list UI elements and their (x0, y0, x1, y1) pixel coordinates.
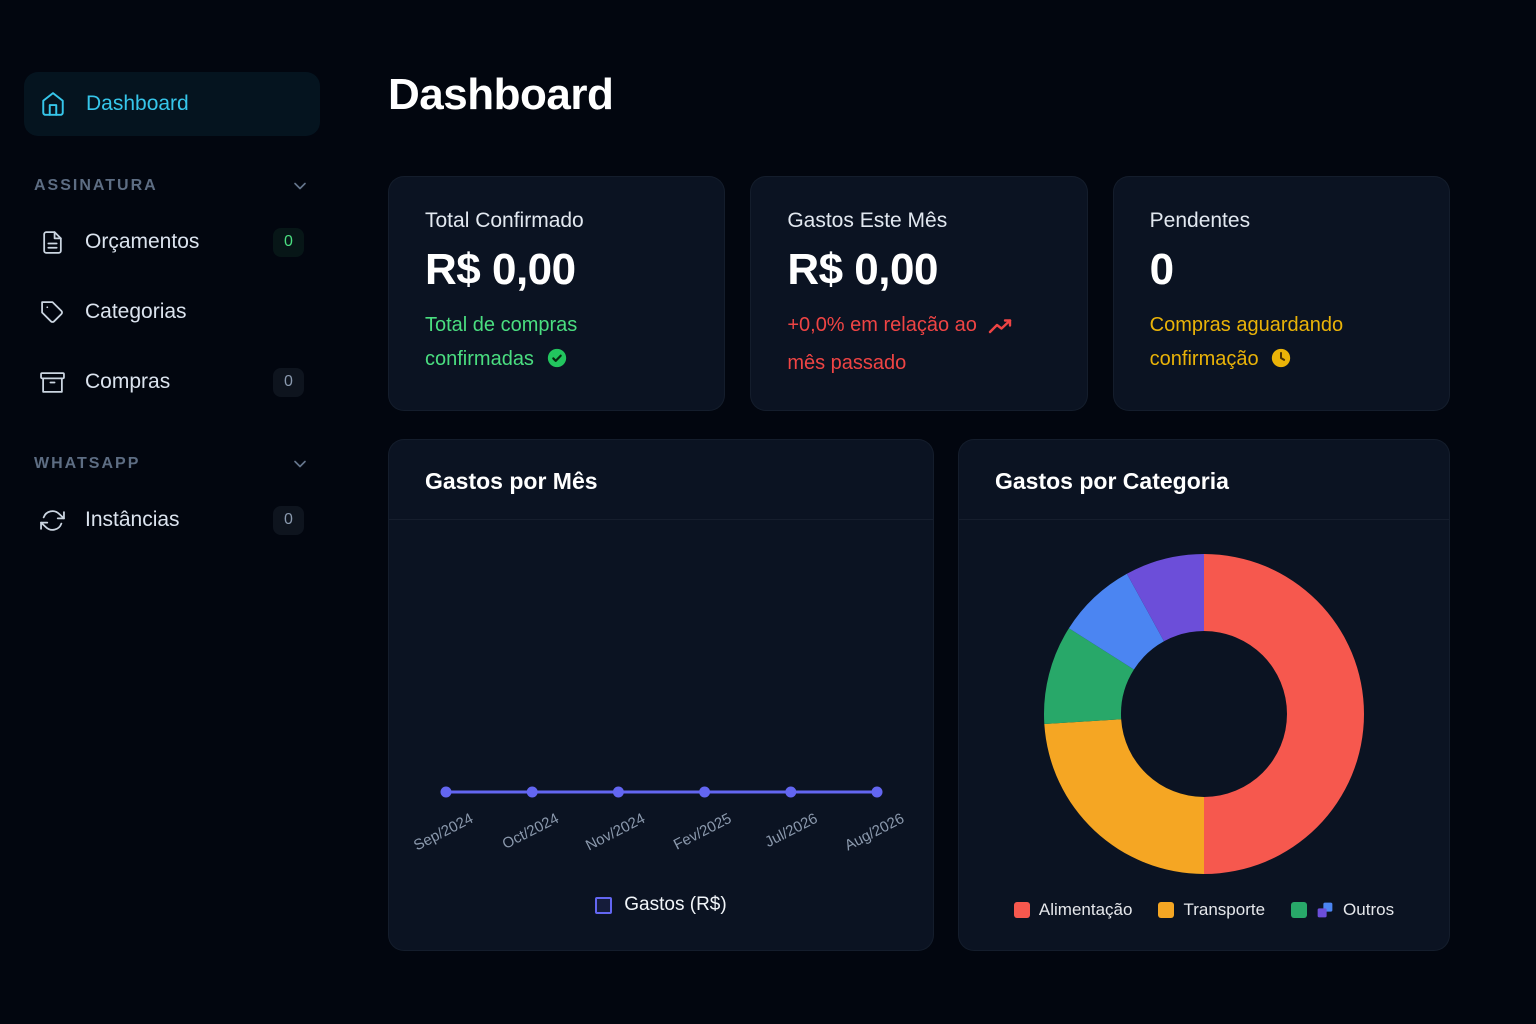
chevron-down-icon (290, 176, 310, 196)
line-chart-area: Sep/2024 Oct/2024 Nov/2024 Fev/2025 Jul/2026… (389, 520, 933, 950)
legend-swatch (1291, 902, 1308, 918)
main-content: Dashboard Total Confirmado R$ 0,00 Total… (344, 0, 1536, 1024)
sidebar-item-label: Categorias (85, 300, 187, 323)
sidebar-item-label: Instâncias (85, 508, 180, 531)
sidebar-item-instancias[interactable]: Instâncias 0 (24, 488, 320, 552)
sidebar-item-orcamentos[interactable]: Orçamentos 0 (24, 210, 320, 274)
stat-title: Pendentes (1149, 209, 1251, 232)
line-chart-plot: Sep/2024 Oct/2024 Nov/2024 Fev/2025 Jul/2026… (389, 520, 933, 950)
sidebar-item-label: Dashboard (86, 92, 189, 115)
count-badge: 0 (273, 227, 304, 257)
sidebar-item-compras[interactable]: Compras 0 (24, 350, 320, 414)
sidebar-item-label: Compras (85, 370, 171, 393)
check-circle-icon (546, 347, 568, 381)
sidebar-section-whatsapp[interactable]: WHATSAPP (34, 454, 310, 474)
chart-card-gastos-por-mes: Gastos por Mês Sep/2024 Oct/2024 Nov/2024 F… (388, 439, 934, 951)
donut-chart-plot (1034, 544, 1374, 889)
count-badge: 0 (273, 367, 304, 397)
legend-swatch (1013, 902, 1030, 918)
tag-icon (40, 300, 65, 325)
legend-item-transporte[interactable]: Transporte (1158, 900, 1265, 920)
stat-subtitle: +0,0% em relação ao mês passado (787, 309, 1039, 380)
stats-row: Total Confirmado R$ 0,00 Total de compra… (388, 176, 1450, 411)
count-badge: 0 (273, 505, 304, 535)
chart-title: Gastos por Mês (389, 440, 933, 520)
legend-swatch (1158, 902, 1175, 918)
archive-icon (40, 370, 65, 395)
stat-subtitle-text: Total de compras confirmadas (425, 314, 578, 370)
trending-up-icon (988, 313, 1014, 347)
section-label: ASSINATURA (34, 177, 158, 194)
stat-card-pendentes: Pendentes 0 Compras aguardando confirmaç… (1112, 176, 1450, 411)
stat-title: Gastos Este Mês (787, 209, 948, 232)
sidebar: Dashboard ASSINATURA Orçamentos 0 Catego… (0, 0, 344, 1024)
donut-chart-wrap (959, 544, 1449, 889)
stat-value: R$ 0,00 (425, 245, 576, 294)
clock-icon (1270, 347, 1292, 381)
donut-chart-legend: Alimentação Transporte Outros (959, 900, 1449, 920)
chevron-down-icon (290, 454, 310, 474)
sidebar-item-categorias[interactable]: Categorias (24, 280, 320, 344)
legend-label: Gastos (R$) (624, 894, 727, 915)
home-icon (40, 91, 66, 117)
legend-item-alimentacao[interactable]: Alimentação (1013, 900, 1133, 920)
legend-swatch (595, 896, 613, 914)
sidebar-item-label: Orçamentos (85, 230, 200, 253)
chart-title: Gastos por Categoria (959, 440, 1449, 520)
legend-label: Outros (1343, 900, 1395, 919)
stat-subtitle-text: Compras aguardando confirmação (1149, 314, 1344, 370)
legend-label: Alimentação (1038, 900, 1133, 919)
document-icon (40, 230, 65, 255)
chart-card-gastos-por-categoria: Gastos por Categoria Alimentação Transpo… (958, 439, 1450, 951)
refresh-icon (40, 508, 65, 533)
stat-subtitle-text: +0,0% em relação ao (787, 314, 977, 336)
stat-title: Total Confirmado (425, 209, 584, 232)
sidebar-section-assinatura[interactable]: ASSINATURA (34, 176, 310, 196)
legend-label: Transporte (1183, 900, 1266, 919)
charts-row: Gastos por Mês Sep/2024 Oct/2024 Nov/2024 F… (388, 439, 1450, 951)
sidebar-item-dashboard[interactable]: Dashboard (24, 72, 320, 136)
page-title: Dashboard (388, 70, 614, 119)
stat-value: R$ 0,00 (787, 245, 938, 294)
donut-chart-area: Alimentação Transporte Outros (959, 520, 1449, 950)
stat-subtitle-text: mês passado (787, 351, 907, 374)
stat-subtitle: Compras aguardando confirmação (1150, 309, 1402, 380)
legend-item-outros[interactable]: Outros (1291, 900, 1394, 920)
stat-subtitle: Total de compras confirmadas (425, 309, 677, 380)
stat-card-gastos-este-mes: Gastos Este Mês R$ 0,00 +0,0% em relação… (750, 176, 1088, 411)
line-chart-legend[interactable]: Gastos (R$) (389, 894, 933, 916)
stat-card-total-confirmado: Total Confirmado R$ 0,00 Total de compra… (388, 176, 726, 411)
overlapping-squares-icon (1316, 901, 1334, 919)
stat-value: 0 (1149, 245, 1174, 294)
section-label: WHATSAPP (34, 455, 141, 472)
